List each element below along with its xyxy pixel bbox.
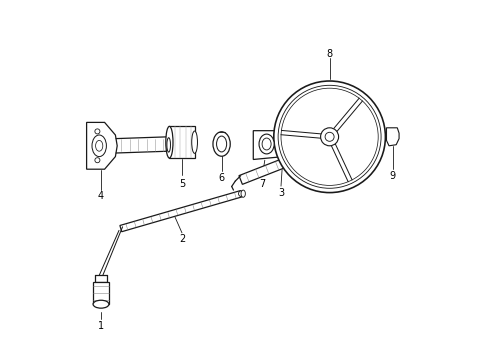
Text: 3: 3 — [278, 188, 284, 198]
Circle shape — [274, 81, 386, 193]
Ellipse shape — [95, 158, 100, 163]
Circle shape — [320, 128, 339, 146]
Ellipse shape — [217, 136, 227, 152]
Text: 6: 6 — [219, 173, 224, 183]
Ellipse shape — [92, 135, 106, 157]
Polygon shape — [120, 190, 242, 232]
Text: 1: 1 — [98, 321, 104, 331]
Circle shape — [281, 88, 378, 185]
Text: 2: 2 — [179, 234, 185, 244]
Text: 7: 7 — [259, 179, 266, 189]
Ellipse shape — [95, 129, 100, 134]
Circle shape — [278, 85, 381, 188]
Text: 4: 4 — [98, 191, 104, 201]
Polygon shape — [253, 131, 284, 159]
Ellipse shape — [262, 138, 271, 150]
Ellipse shape — [239, 191, 245, 197]
Polygon shape — [387, 128, 399, 146]
Ellipse shape — [167, 138, 171, 152]
Ellipse shape — [166, 126, 173, 158]
Text: 9: 9 — [390, 171, 395, 181]
Text: 8: 8 — [326, 49, 333, 59]
Polygon shape — [93, 282, 109, 304]
Polygon shape — [169, 126, 195, 158]
Ellipse shape — [93, 300, 109, 308]
Ellipse shape — [192, 131, 197, 153]
Ellipse shape — [213, 132, 230, 156]
Polygon shape — [87, 122, 117, 169]
Ellipse shape — [241, 190, 245, 197]
Circle shape — [325, 132, 334, 141]
Ellipse shape — [96, 140, 103, 151]
Ellipse shape — [259, 134, 274, 154]
Polygon shape — [239, 143, 325, 184]
Text: 5: 5 — [179, 179, 185, 189]
